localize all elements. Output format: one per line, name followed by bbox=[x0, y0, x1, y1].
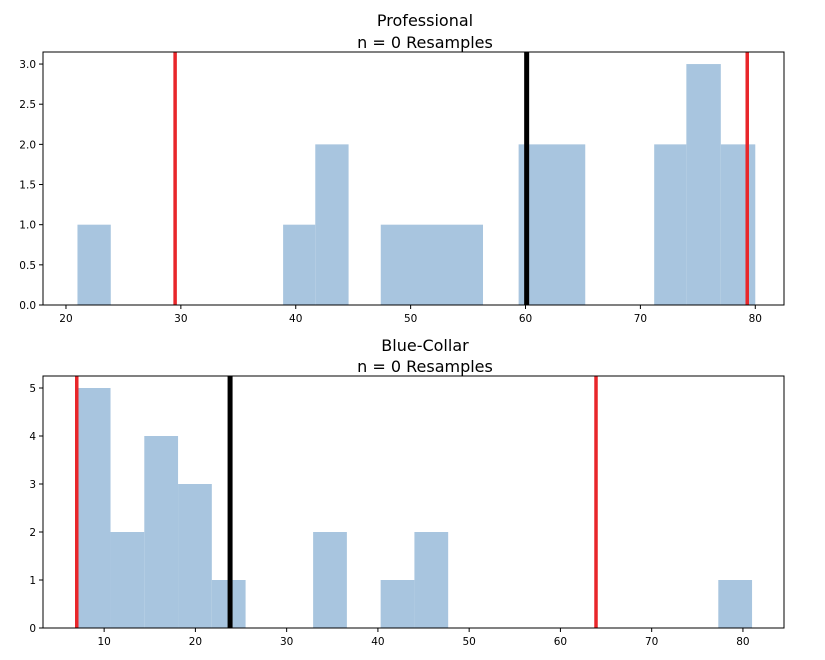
y-tick-label: 3.0 bbox=[19, 59, 36, 71]
y-tick-label: 4 bbox=[29, 431, 36, 443]
histogram-bar bbox=[380, 224, 484, 305]
y-tick-label: 2.0 bbox=[19, 139, 36, 151]
histogram-bar bbox=[178, 484, 212, 628]
x-axis: 20 30 40 50 60 70 80 bbox=[59, 305, 762, 325]
x-tick-label: 40 bbox=[371, 636, 384, 648]
y-axis: 0.0 0.5 1.0 1.5 2.0 2.5 3.0 bbox=[19, 59, 43, 312]
x-tick-label: 10 bbox=[97, 636, 110, 648]
histogram-bar bbox=[718, 580, 753, 628]
histogram-bar bbox=[654, 144, 687, 305]
histogram-bar bbox=[76, 388, 111, 628]
histogram-bar bbox=[315, 144, 349, 305]
y-axis: 0 1 2 3 4 5 bbox=[29, 383, 43, 635]
x-tick-label: 30 bbox=[174, 313, 187, 325]
histogram-bar bbox=[313, 532, 347, 628]
histogram-bar bbox=[110, 532, 145, 628]
y-tick-label: 0 bbox=[29, 623, 36, 635]
y-tick-label: 2 bbox=[29, 527, 36, 539]
y-tick-label: 0.0 bbox=[19, 300, 36, 312]
histogram-bar bbox=[414, 532, 449, 628]
x-tick-label: 30 bbox=[280, 636, 293, 648]
x-tick-label: 60 bbox=[519, 313, 532, 325]
plot-frame bbox=[42, 51, 785, 306]
histogram-bar bbox=[77, 224, 111, 305]
y-tick-label: 1.0 bbox=[19, 220, 36, 232]
y-tick-label: 3 bbox=[29, 479, 36, 491]
reference-lines bbox=[173, 52, 749, 305]
x-tick-label: 50 bbox=[462, 636, 475, 648]
reference-lines bbox=[75, 376, 598, 628]
x-tick-label: 80 bbox=[736, 636, 749, 648]
y-tick-label: 5 bbox=[29, 383, 36, 395]
histogram-bar bbox=[518, 144, 586, 305]
chart-subtitle: n = 0 Resamples bbox=[357, 33, 493, 52]
histogram-bars bbox=[76, 388, 753, 628]
chart-professional: Professional n = 0 Resamples 20 30 40 50 60 7… bbox=[19, 11, 785, 325]
histogram-bar bbox=[686, 64, 721, 305]
y-tick-label: 1 bbox=[29, 575, 36, 587]
histogram-bar bbox=[144, 436, 179, 628]
x-tick-label: 20 bbox=[59, 313, 72, 325]
histogram-bars bbox=[77, 64, 756, 305]
plot-frame bbox=[42, 375, 785, 629]
chart-subtitle: n = 0 Resamples bbox=[357, 357, 493, 376]
histogram-bar bbox=[380, 580, 415, 628]
y-tick-label: 0.5 bbox=[19, 260, 36, 272]
x-tick-label: 80 bbox=[749, 313, 762, 325]
x-tick-label: 70 bbox=[645, 636, 658, 648]
x-tick-label: 40 bbox=[289, 313, 302, 325]
chart-title: Blue-Collar bbox=[381, 336, 469, 355]
x-tick-label: 50 bbox=[404, 313, 417, 325]
chart-title: Professional bbox=[377, 11, 473, 30]
histogram-bar bbox=[720, 144, 756, 305]
x-tick-label: 20 bbox=[189, 636, 202, 648]
x-axis: 10 20 30 40 50 60 70 80 bbox=[97, 628, 750, 648]
y-tick-label: 2.5 bbox=[19, 99, 36, 111]
x-tick-label: 70 bbox=[634, 313, 647, 325]
histogram-bar bbox=[283, 224, 316, 305]
chart-blue-collar: Blue-Collar n = 0 Resamples 10 20 30 40 50 60… bbox=[29, 336, 785, 648]
y-tick-label: 1.5 bbox=[19, 180, 36, 192]
x-tick-label: 60 bbox=[554, 636, 567, 648]
